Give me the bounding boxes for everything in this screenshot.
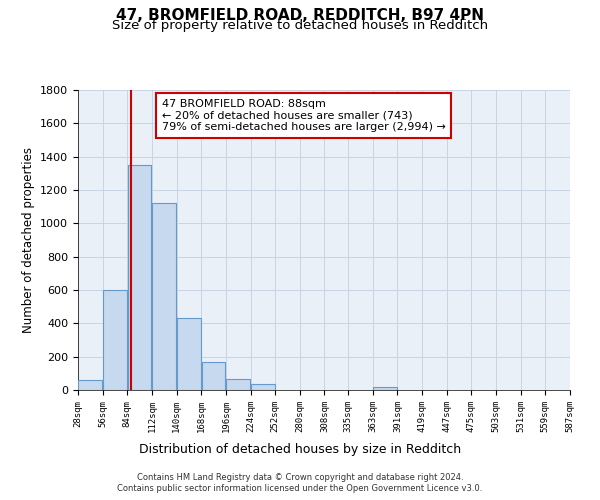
Y-axis label: Number of detached properties: Number of detached properties — [22, 147, 35, 333]
Bar — [177, 318, 201, 390]
Text: 47, BROMFIELD ROAD, REDDITCH, B97 4PN: 47, BROMFIELD ROAD, REDDITCH, B97 4PN — [116, 8, 484, 22]
Text: Contains HM Land Registry data © Crown copyright and database right 2024.: Contains HM Land Registry data © Crown c… — [137, 472, 463, 482]
Text: 47 BROMFIELD ROAD: 88sqm
← 20% of detached houses are smaller (743)
79% of semi-: 47 BROMFIELD ROAD: 88sqm ← 20% of detach… — [161, 99, 446, 132]
Text: Size of property relative to detached houses in Redditch: Size of property relative to detached ho… — [112, 19, 488, 32]
Bar — [251, 384, 275, 390]
Bar — [152, 204, 176, 390]
Bar — [202, 362, 226, 390]
Text: Contains public sector information licensed under the Open Government Licence v3: Contains public sector information licen… — [118, 484, 482, 493]
Text: Distribution of detached houses by size in Redditch: Distribution of detached houses by size … — [139, 442, 461, 456]
Bar — [226, 379, 250, 390]
Bar — [79, 380, 102, 390]
Bar — [128, 165, 151, 390]
Bar — [373, 386, 397, 390]
Bar — [103, 290, 127, 390]
